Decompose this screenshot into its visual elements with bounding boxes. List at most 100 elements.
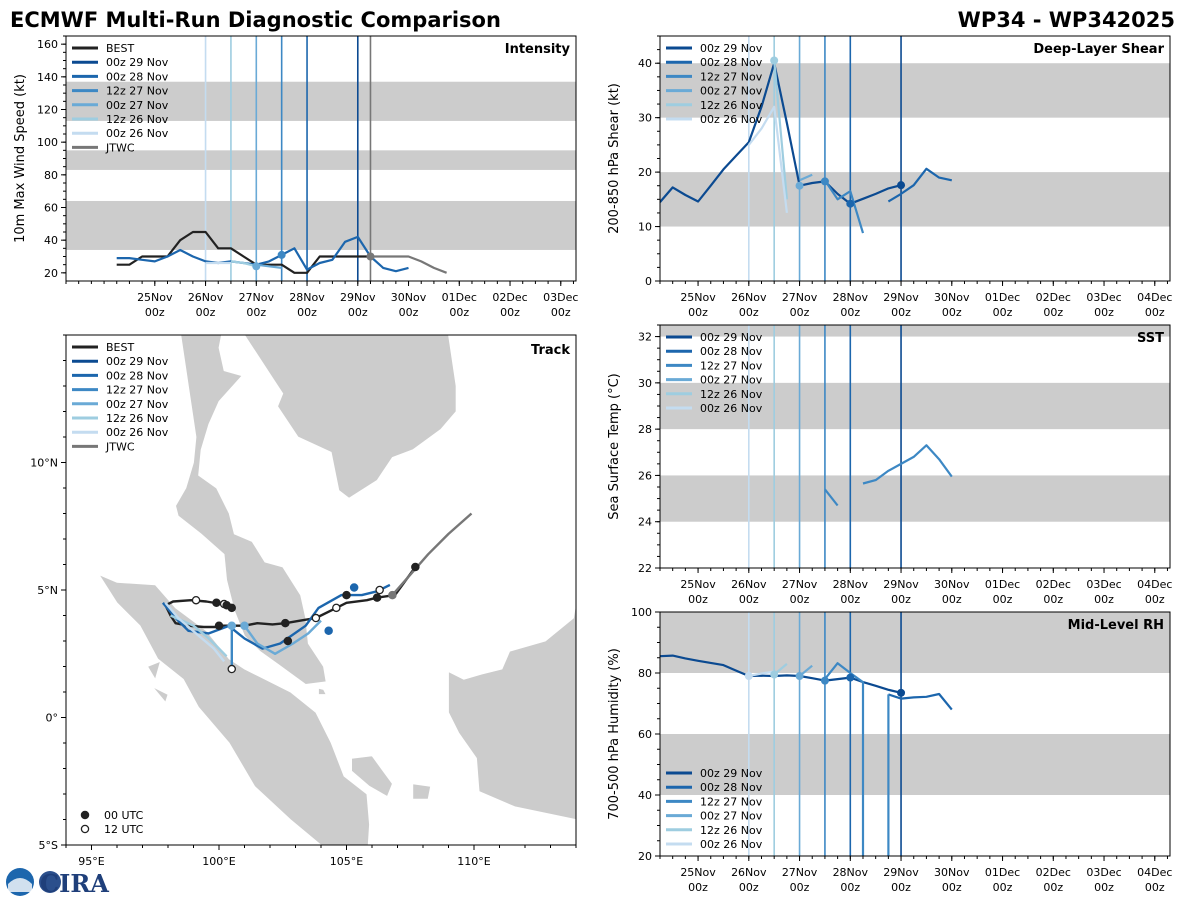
x-tick-label: 00z (993, 881, 1013, 894)
land-mass (175, 335, 457, 685)
y-tick-label: 22 (638, 562, 652, 575)
legend-label: 00z 27 Nov (106, 398, 169, 411)
series-line (660, 62, 902, 205)
track-point (332, 603, 341, 613)
x-tick-label: 29Nov (883, 578, 919, 591)
init-marker (795, 672, 804, 681)
intensity-band (660, 382, 1170, 430)
track-point (227, 621, 236, 630)
x-tick-label: 00z (688, 881, 708, 894)
panel-title: Deep-Layer Shear (1033, 42, 1164, 57)
y-tick-label: 40 (44, 234, 58, 247)
x-tick-label: 25Nov (680, 578, 716, 591)
legend-label: 00z 27 Nov (106, 99, 169, 112)
x-tick-label: 03Dec (1086, 291, 1121, 304)
x-tick-label: 00z (688, 593, 708, 606)
legend-label: 00z 28 Nov (700, 781, 763, 794)
x-tick-label: 04Dec (1137, 866, 1172, 879)
legend-label: 00z 28 Nov (700, 345, 763, 358)
land-mass (152, 686, 169, 704)
y-axis-label: Sea Surface Temp (°C) (607, 373, 622, 520)
lon-tick-label: 105°E (330, 855, 363, 868)
y-tick-label: 40 (638, 789, 652, 802)
rh-panel: 20 40 60 80 100 25Nov 00z 26Nov 00z 27Nov 00z 28Nov… (607, 606, 1172, 894)
x-tick-label: 00z (942, 306, 962, 319)
x-tick-label: 04Dec (1137, 291, 1172, 304)
intensity-band (66, 150, 576, 170)
track-point (324, 626, 333, 636)
x-tick-label: 00z (840, 881, 860, 894)
x-tick-label: 00z (993, 306, 1013, 319)
y-axis-label: 200-850 hPa Shear (kt) (607, 83, 622, 234)
sst-panel: 22 24 26 28 30 32 25Nov 00z 26Nov 00z 27Nov 00z 28No… (607, 324, 1172, 606)
series-line (116, 235, 409, 273)
legend-label: BEST (106, 341, 134, 354)
x-tick-label: 28Nov (833, 291, 869, 304)
y-tick-label: 140 (37, 71, 58, 84)
init-marker (770, 670, 779, 679)
x-tick-label: 00z (1043, 593, 1063, 606)
track-point (342, 590, 351, 600)
legend-label: 00z 26 Nov (700, 838, 763, 851)
legend-label: 12z 26 Nov (700, 824, 763, 837)
series-line (887, 167, 953, 203)
series-line (116, 230, 371, 274)
legend-label: 00z 26 Nov (700, 402, 763, 415)
x-tick-label: 29Nov (883, 291, 919, 304)
x-tick-label: 00z (1094, 306, 1114, 319)
legend-label: 12z 27 Nov (700, 795, 763, 808)
land-mass (318, 687, 327, 695)
legend-label: JTWC (105, 440, 135, 453)
land-mass (351, 755, 393, 798)
y-tick-label: 60 (638, 728, 652, 741)
intensity-band (660, 734, 1170, 795)
legend-label: 00z 27 Nov (700, 810, 763, 823)
x-tick-label: 01Dec (985, 578, 1020, 591)
legend-label: 00z 26 Nov (106, 426, 169, 439)
x-tick-label: 25Nov (137, 291, 173, 304)
x-tick-label: 00z (500, 306, 520, 319)
x-tick-label: 00z (1043, 306, 1063, 319)
x-tick-label: 00z (145, 306, 165, 319)
y-tick-label: 30 (638, 112, 652, 125)
land-mass (147, 660, 162, 681)
legend-label: 12z 26 Nov (106, 412, 169, 425)
init-marker (820, 177, 829, 186)
lat-tick-label: 5°S (39, 839, 58, 852)
x-tick-label: 01Dec (442, 291, 477, 304)
track-point (281, 618, 290, 628)
track-point (227, 603, 236, 613)
plot-area (660, 612, 1170, 856)
intensity-band (660, 172, 1170, 227)
legend-label: 12z 26 Nov (700, 99, 763, 112)
x-tick-label: 02Dec (1036, 578, 1071, 591)
legend-label: JTWC (105, 141, 135, 154)
legend-label: 00z 28 Nov (700, 56, 763, 69)
legend-label: 00z 28 Nov (106, 369, 169, 382)
x-tick-label: 30Nov (934, 578, 970, 591)
track-point (349, 583, 359, 592)
track-point (283, 636, 293, 646)
lat-tick-label: 10°N (30, 457, 58, 470)
intensity-panel: 20 40 60 80 100 120 140 160 25Nov 00z 26Nov 00z 27No… (13, 35, 578, 319)
x-tick-label: 00z (790, 306, 810, 319)
legend-label: BEST (106, 42, 134, 55)
x-tick-label: 00z (1145, 593, 1165, 606)
x-tick-label: 28Nov (833, 866, 869, 879)
legend-label: 00z 29 Nov (106, 355, 169, 368)
lon-tick-label: 100°E (202, 855, 235, 868)
y-tick-label: 26 (638, 469, 652, 482)
x-tick-label: 27Nov (239, 291, 275, 304)
init-marker (366, 252, 375, 261)
init-marker (846, 673, 855, 682)
x-tick-label: 00z (688, 306, 708, 319)
series-line (773, 60, 788, 200)
panel-title: Mid-Level RH (1068, 618, 1164, 633)
panel-title: Track (531, 343, 570, 358)
y-tick-label: 40 (638, 57, 652, 70)
legend-label: 12z 27 Nov (700, 359, 763, 372)
x-tick-label: 00z (891, 881, 911, 894)
intensity-band (660, 63, 1170, 118)
series-line (888, 692, 953, 711)
x-tick-label: 27Nov (782, 578, 818, 591)
